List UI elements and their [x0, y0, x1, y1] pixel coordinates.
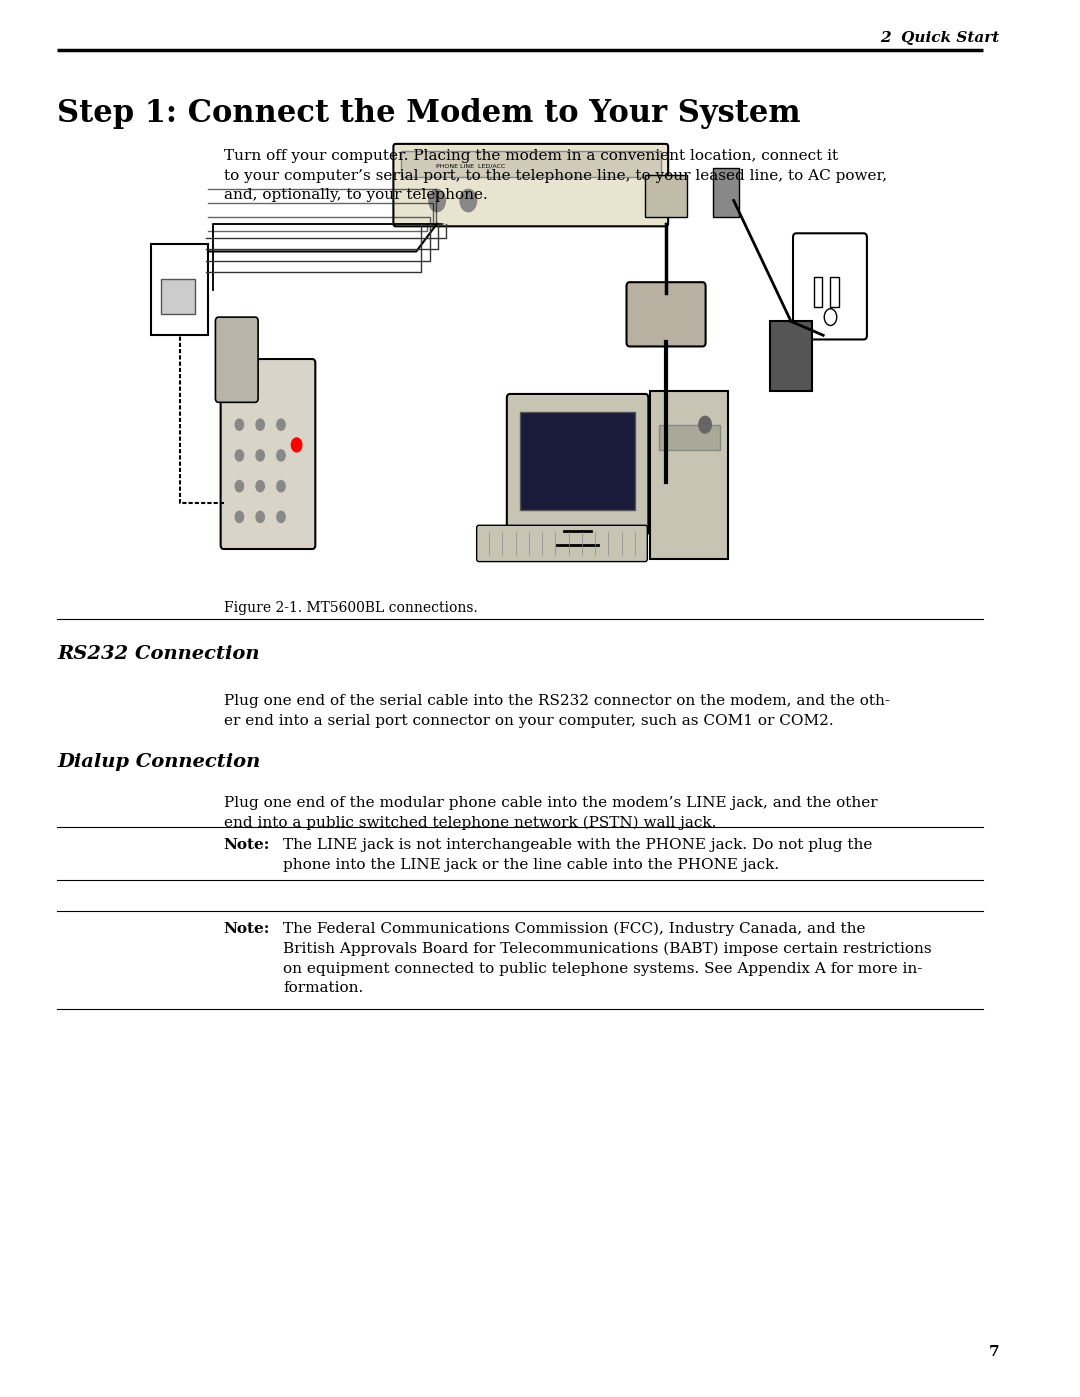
FancyBboxPatch shape	[215, 317, 258, 402]
Circle shape	[429, 190, 445, 212]
Circle shape	[276, 481, 285, 492]
Circle shape	[256, 419, 265, 430]
FancyBboxPatch shape	[659, 425, 720, 450]
Text: Turn off your computer. Placing the modem in a convenient location, connect it
t: Turn off your computer. Placing the mode…	[224, 149, 887, 203]
Text: PHONE LINE  LED/ACC: PHONE LINE LED/ACC	[436, 163, 505, 169]
Circle shape	[235, 511, 243, 522]
Text: Note:: Note:	[224, 838, 270, 852]
FancyBboxPatch shape	[220, 359, 315, 549]
Circle shape	[276, 419, 285, 430]
Text: The LINE jack is not interchangeable with the PHONE jack. Do not plug the
phone : The LINE jack is not interchangeable wit…	[283, 838, 873, 872]
Text: Plug one end of the modular phone cable into the modem’s LINE jack, and the othe: Plug one end of the modular phone cable …	[224, 796, 877, 830]
Text: Dialup Connection: Dialup Connection	[57, 753, 260, 771]
Text: 7: 7	[988, 1345, 999, 1359]
Text: Step 1: Connect the Modem to Your System: Step 1: Connect the Modem to Your System	[57, 98, 801, 129]
FancyBboxPatch shape	[645, 175, 687, 217]
Circle shape	[276, 450, 285, 461]
FancyBboxPatch shape	[393, 144, 669, 226]
Text: Figure 2-1. MT5600BL connections.: Figure 2-1. MT5600BL connections.	[224, 601, 477, 615]
Circle shape	[292, 439, 301, 453]
FancyBboxPatch shape	[507, 394, 648, 535]
FancyBboxPatch shape	[161, 279, 194, 314]
Circle shape	[235, 419, 243, 430]
FancyBboxPatch shape	[650, 391, 729, 559]
Circle shape	[256, 511, 265, 522]
Text: Note:: Note:	[224, 922, 270, 936]
Text: RS232 Connection: RS232 Connection	[57, 645, 259, 664]
Circle shape	[276, 511, 285, 522]
FancyBboxPatch shape	[793, 233, 867, 339]
FancyBboxPatch shape	[831, 277, 839, 307]
FancyBboxPatch shape	[814, 277, 822, 307]
FancyBboxPatch shape	[770, 321, 812, 391]
FancyBboxPatch shape	[401, 151, 661, 177]
Circle shape	[256, 481, 265, 492]
FancyBboxPatch shape	[713, 168, 739, 217]
FancyBboxPatch shape	[476, 525, 647, 562]
FancyBboxPatch shape	[521, 412, 635, 510]
Circle shape	[235, 481, 243, 492]
Text: The Federal Communications Commission (FCC), Industry Canada, and the
British Ap: The Federal Communications Commission (F…	[283, 922, 932, 996]
FancyBboxPatch shape	[626, 282, 705, 346]
Circle shape	[235, 450, 243, 461]
Text: Plug one end of the serial cable into the RS232 connector on the modem, and the : Plug one end of the serial cable into th…	[224, 694, 890, 728]
Circle shape	[699, 416, 712, 433]
Circle shape	[460, 190, 476, 212]
Circle shape	[256, 450, 265, 461]
Text: 2  Quick Start: 2 Quick Start	[880, 31, 999, 45]
FancyBboxPatch shape	[151, 244, 208, 335]
